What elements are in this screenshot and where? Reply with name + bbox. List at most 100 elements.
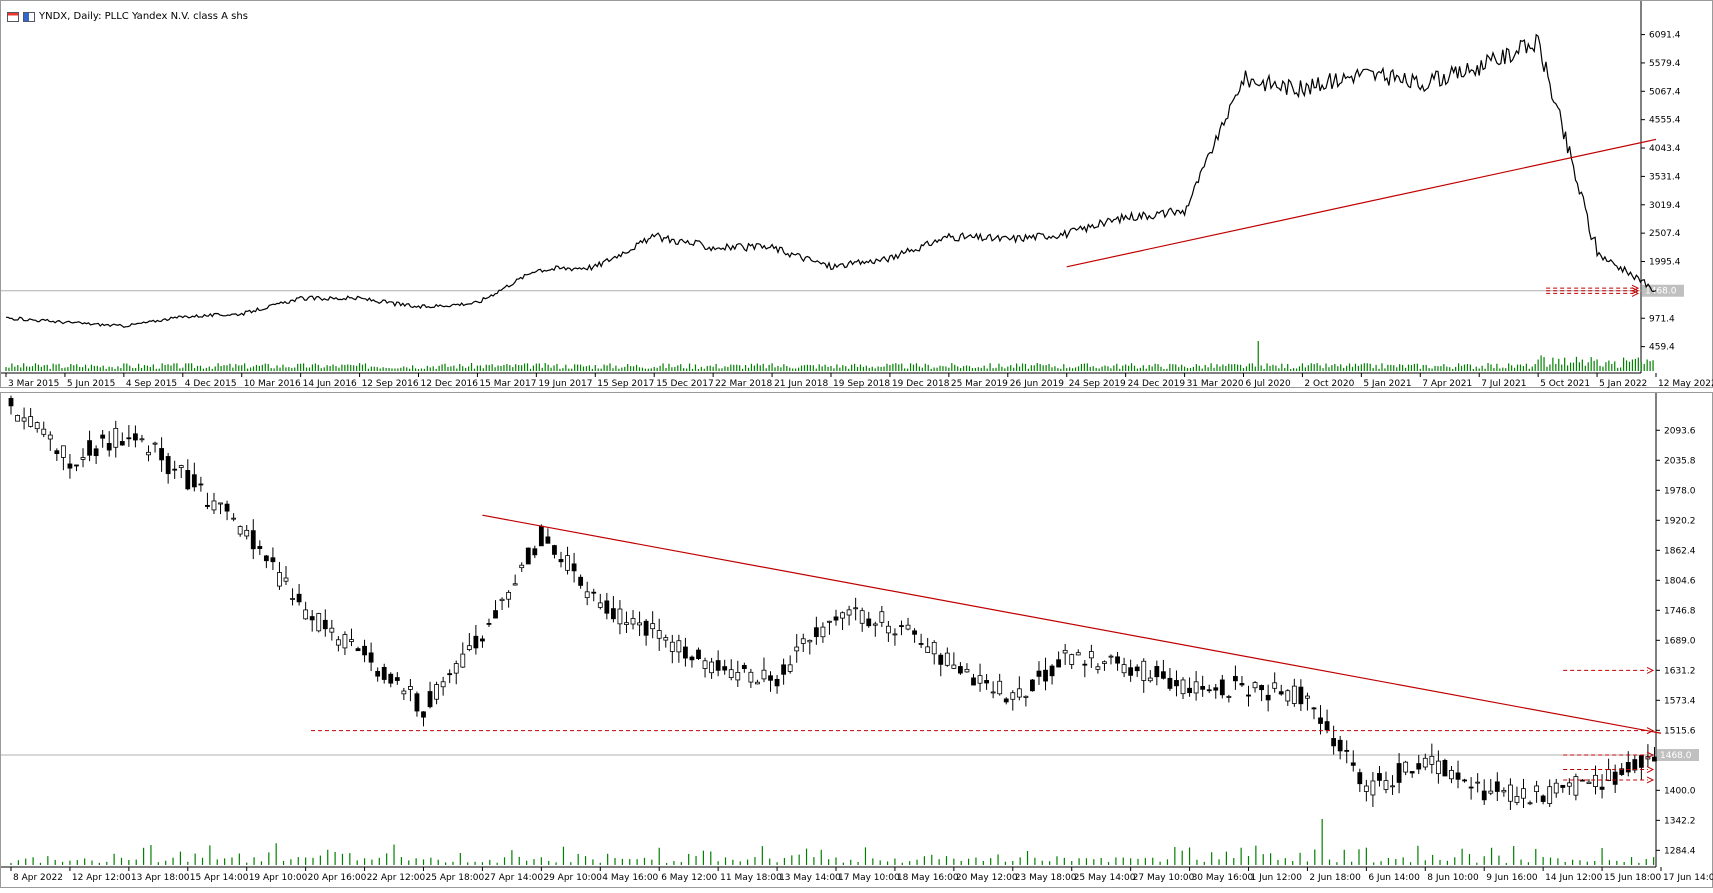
level-arrow-icon <box>1646 727 1655 735</box>
candle-body <box>545 536 551 544</box>
candle-body <box>1147 677 1153 682</box>
time-tick-label: 11 May 18:00 <box>720 873 782 883</box>
price-tick-label: 4043.4 <box>1649 144 1681 154</box>
candle-body <box>1462 779 1467 782</box>
candle-body <box>1095 666 1101 670</box>
candle-body <box>139 438 145 441</box>
time-tick-label: 4 May 16:00 <box>602 873 658 883</box>
candle-body <box>28 416 34 427</box>
candle-body <box>100 434 106 439</box>
candle-body <box>1494 781 1500 792</box>
time-tick-label: 18 May 16:00 <box>897 873 959 883</box>
candle-body <box>1547 786 1553 804</box>
candle-body <box>1429 755 1435 765</box>
candle-body <box>349 639 354 642</box>
price-tick-label: 1804.6 <box>1664 576 1696 586</box>
price-tick-label: 971.4 <box>1649 314 1675 324</box>
candle-body <box>722 666 728 671</box>
candle-body <box>1056 659 1062 668</box>
candle-body <box>1403 761 1409 773</box>
candle-body <box>1226 696 1232 698</box>
candle-body <box>1259 685 1264 691</box>
time-tick-label: 6 Jul 2020 <box>1246 379 1291 389</box>
candle-body <box>381 666 387 680</box>
candle-body <box>106 443 112 451</box>
candle-body <box>1422 757 1428 768</box>
candle-body <box>1233 676 1238 682</box>
candle-body <box>617 608 623 625</box>
candle-body <box>15 415 20 422</box>
candle-body <box>466 645 472 650</box>
time-tick-label: 24 Sep 2019 <box>1069 379 1126 389</box>
candle-body <box>1318 717 1323 724</box>
candle-body <box>1193 681 1199 694</box>
candle-body <box>1043 669 1048 682</box>
time-tick-label: 15 Sep 2017 <box>597 379 654 389</box>
candle-body <box>552 545 557 555</box>
price-tick-label: 1515.6 <box>1664 726 1696 736</box>
level-arrow-icon <box>1646 751 1655 759</box>
candle-body <box>565 555 570 571</box>
time-tick-label: 6 Jun 14:00 <box>1368 873 1420 883</box>
candle-body <box>1566 782 1572 787</box>
intraday-chart-svg[interactable]: 2093.6 2035.8 1978.0 1920.2 1862.4 1804.6 1746… <box>1 393 1713 889</box>
candle-body <box>748 671 754 683</box>
daily-chart-pane[interactable]: YNDX, Daily: PLLC Yandex N.V. class A sh… <box>0 0 1713 389</box>
price-tick-label: 1920.2 <box>1664 516 1696 526</box>
time-tick-label: 23 May 18:00 <box>1015 873 1077 883</box>
time-tick-label: 12 Sep 2016 <box>362 379 419 389</box>
candle-body <box>1488 790 1494 794</box>
candle-body <box>931 641 937 655</box>
level-arrow-icon <box>1631 287 1640 295</box>
time-tick-label: 24 Dec 2019 <box>1128 379 1186 389</box>
time-tick-label: 25 May 14:00 <box>1074 873 1136 883</box>
candle-body <box>663 637 669 641</box>
candle-body <box>984 680 989 684</box>
time-tick-label: 19 Dec 2018 <box>892 379 950 389</box>
candle-body <box>460 653 466 668</box>
candle-body <box>205 504 210 507</box>
candle-body <box>453 663 459 674</box>
time-tick-label: 19 Sep 2018 <box>833 379 890 389</box>
price-tick-label: 3019.4 <box>1649 201 1681 211</box>
candle-body <box>977 675 983 684</box>
candle-body <box>1625 762 1631 773</box>
time-tick-label: 19 Jun 2017 <box>538 379 592 389</box>
candle-body <box>1121 664 1127 674</box>
candle-body <box>1102 661 1107 664</box>
candle-body <box>1527 802 1533 805</box>
candle-body <box>355 648 361 652</box>
chart-window-icon <box>7 11 19 22</box>
candle-body <box>421 711 426 718</box>
candle-body <box>827 620 832 623</box>
price-tick-label: 1284.4 <box>1664 846 1696 856</box>
candle-body <box>892 633 898 636</box>
candle-body <box>735 672 741 681</box>
candle-body <box>918 643 924 645</box>
price-tick-label: 2035.8 <box>1664 456 1696 466</box>
candle-body <box>263 555 269 562</box>
candle-body <box>198 483 204 486</box>
daily-chart-svg[interactable]: 6091.4 5579.4 5067.4 4555.4 4043.4 3531.4 3019… <box>1 1 1713 389</box>
intraday-chart-pane[interactable]: 2093.6 2035.8 1978.0 1920.2 1862.4 1804.6 1746… <box>0 392 1713 888</box>
candle-body <box>1324 721 1330 731</box>
candle-body <box>1278 691 1284 695</box>
candle-body <box>958 666 963 674</box>
candle-body <box>1435 760 1441 775</box>
price-tick-label: 1400.0 <box>1664 786 1696 796</box>
candle-body <box>322 619 328 630</box>
candle-body <box>1573 776 1579 796</box>
candle-body <box>971 677 976 686</box>
candle-body <box>1023 695 1029 698</box>
time-tick-label: 25 Mar 2019 <box>951 379 1008 389</box>
candle-body <box>499 598 505 602</box>
candle-body <box>787 664 793 672</box>
candle-body <box>1593 774 1598 787</box>
candle-body <box>709 661 714 674</box>
candle-body <box>643 620 649 636</box>
time-tick-label: 25 Apr 18:00 <box>426 873 485 883</box>
candle-body <box>1154 666 1160 678</box>
candle-body <box>1383 780 1389 790</box>
candle-body <box>1082 663 1088 666</box>
candle-body <box>1285 690 1291 702</box>
